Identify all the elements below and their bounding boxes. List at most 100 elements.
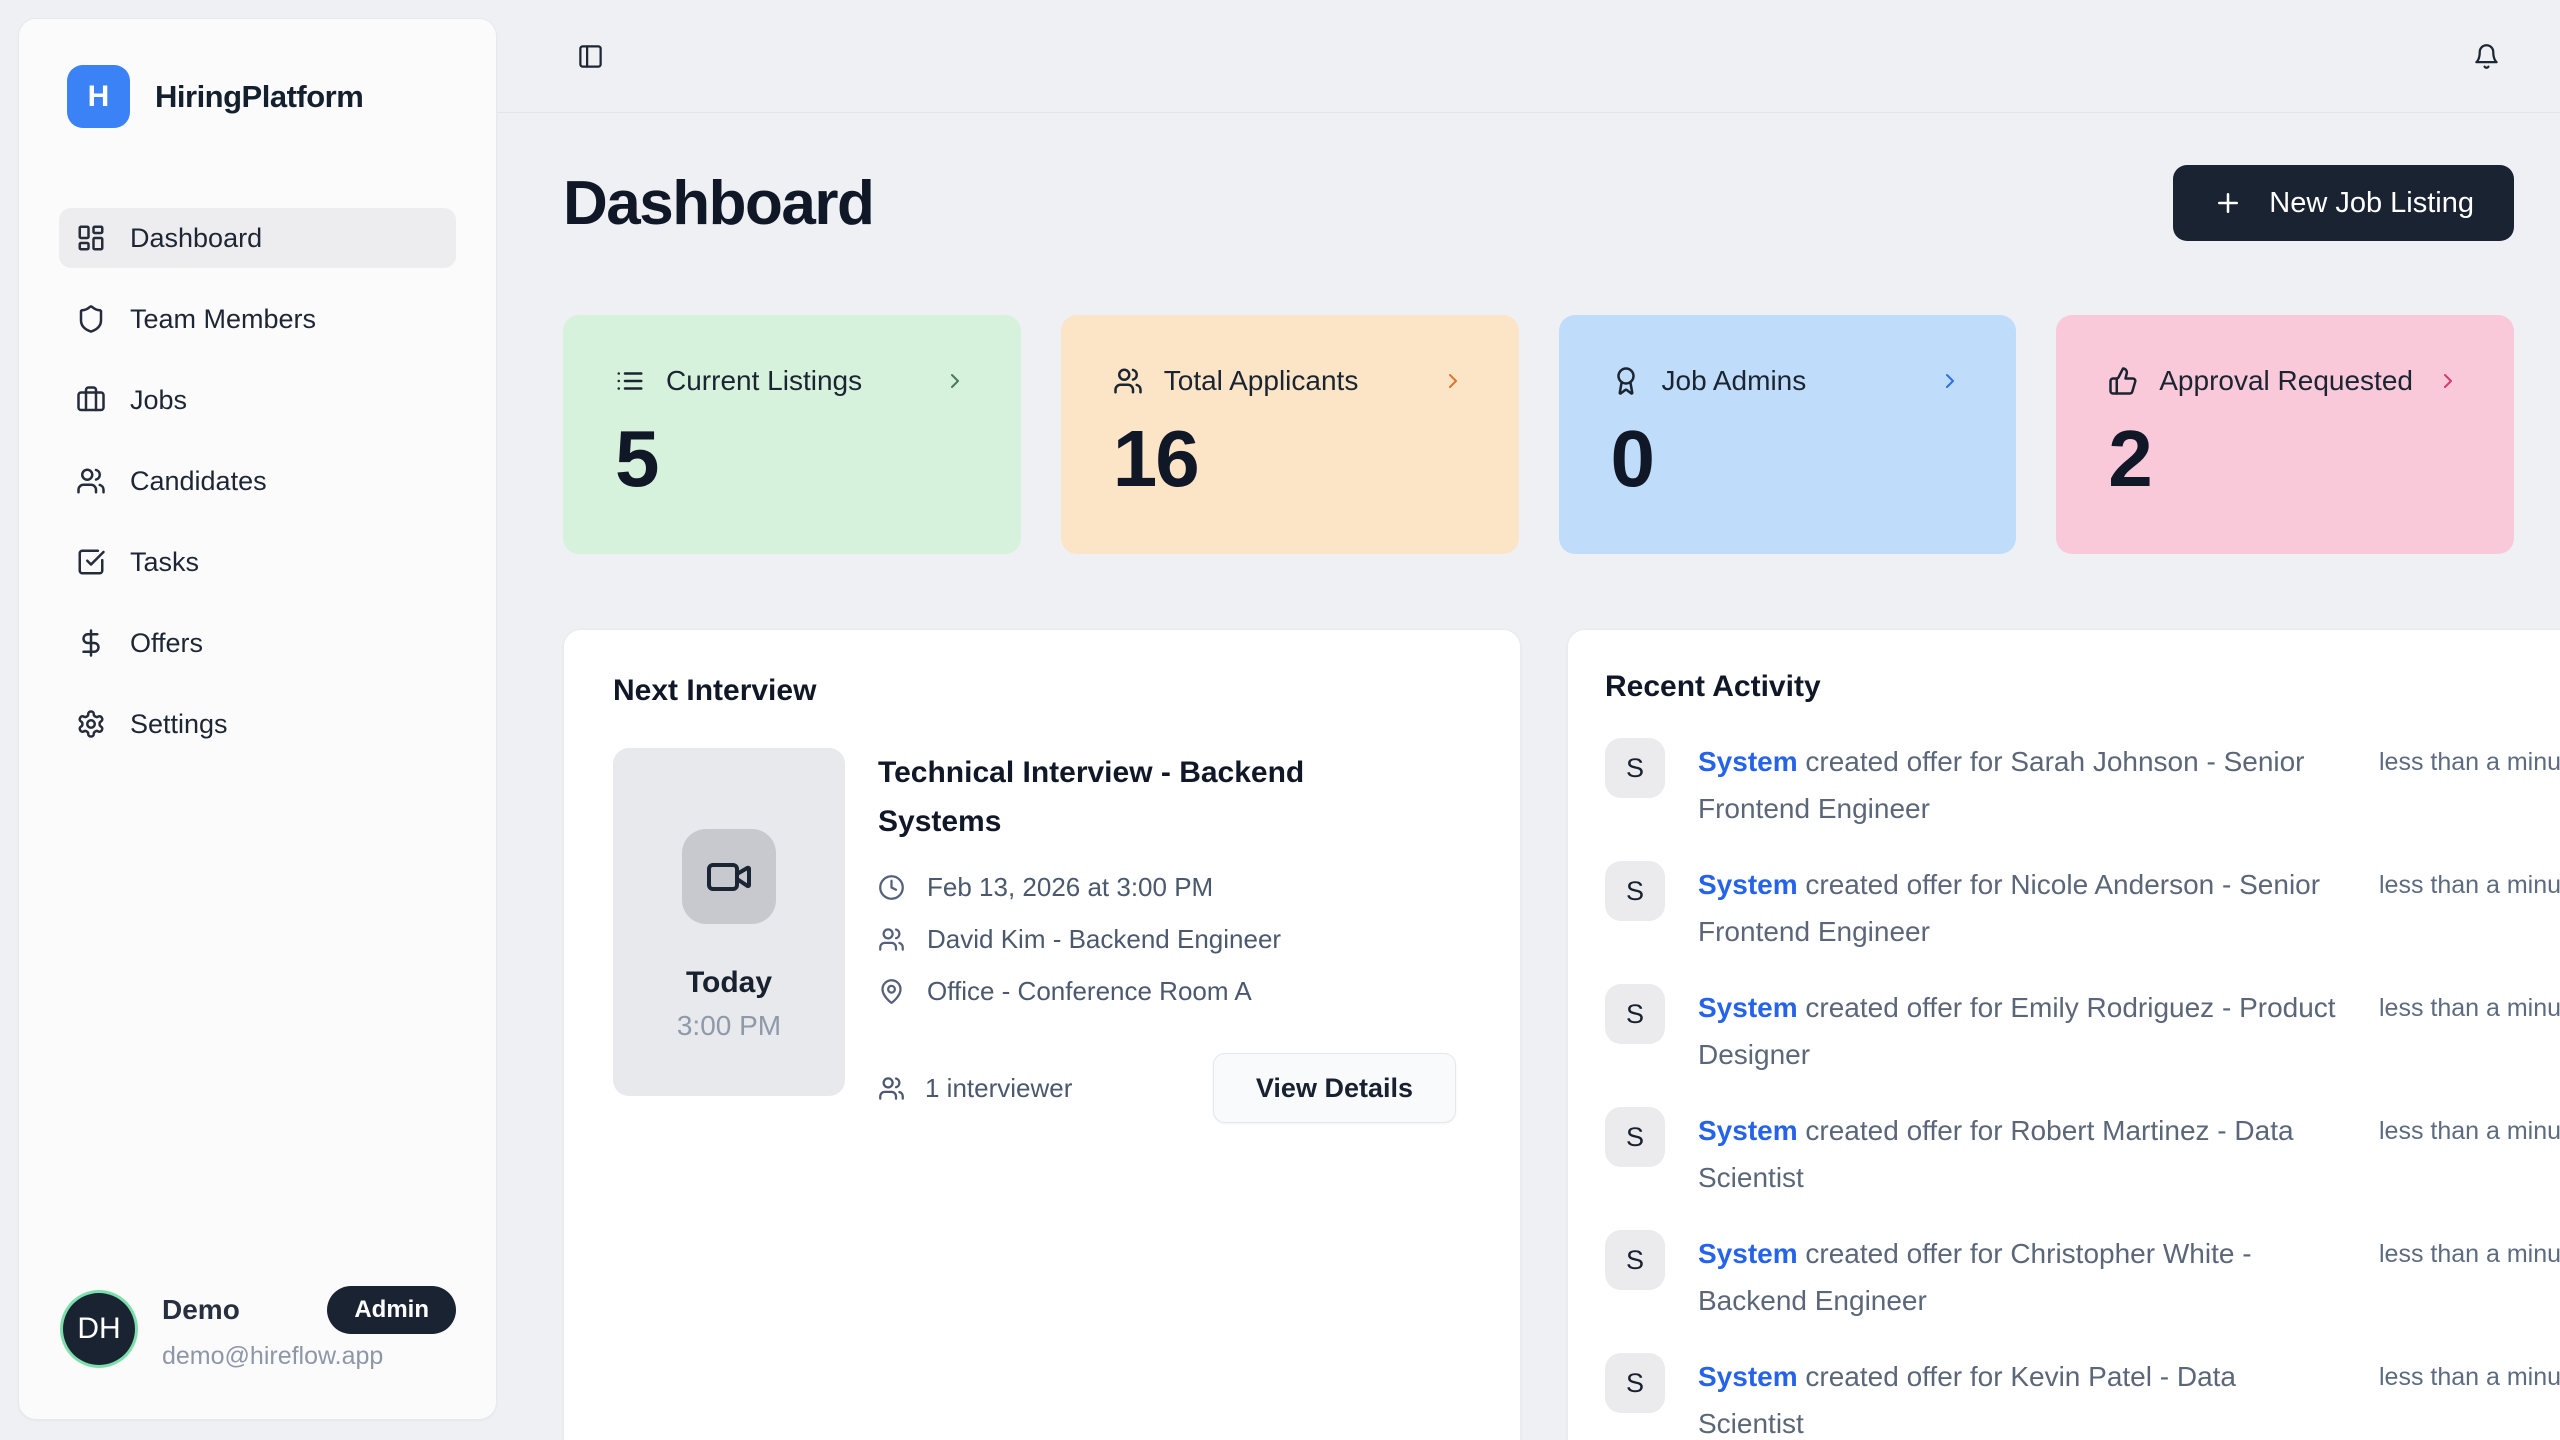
content: Dashboard New Job Listing Current Listin… (497, 165, 2560, 1440)
activity-item: S System created offer for Sarah Johnson… (1605, 738, 2560, 832)
avatar-initials: DH (77, 1311, 121, 1345)
sidebar-item-label: Candidates (130, 465, 267, 496)
dollar-icon (76, 628, 106, 658)
gear-icon (76, 709, 106, 739)
briefcase-icon (76, 385, 106, 415)
sidebar-item-label: Dashboard (130, 222, 263, 253)
users-icon (878, 926, 905, 953)
activity-avatar: S (1605, 984, 1665, 1044)
shield-icon (76, 304, 106, 334)
interview-item: Today 3:00 PM Technical Interview - Back… (613, 748, 1456, 1123)
panel-left-icon[interactable] (577, 43, 604, 70)
video-icon (705, 853, 753, 901)
interview-datetime-row: Feb 13, 2026 at 3:00 PM (878, 872, 1456, 903)
activity-actor[interactable]: System (1698, 1115, 1798, 1146)
clock-icon (878, 874, 905, 901)
activity-list: S System created offer for Sarah Johnson… (1605, 738, 2560, 1440)
activity-avatar: S (1605, 1353, 1665, 1413)
sidebar-item-label: Settings (130, 708, 228, 739)
interview-thumbnail: Today 3:00 PM (613, 748, 845, 1096)
sidebar-item-label: Jobs (130, 384, 188, 415)
sidebar-item-offers[interactable]: Offers (59, 613, 456, 673)
recent-activity-title: Recent Activity (1605, 670, 1821, 703)
sidebar-item-team-members[interactable]: Team Members (59, 289, 456, 349)
main-area: Dashboard New Job Listing Current Listin… (497, 0, 2560, 1440)
stat-card-approval-requested[interactable]: Approval Requested 2 (2056, 315, 2514, 554)
user-meta: Demo Admin demo@hireflow.app (162, 1286, 456, 1371)
stat-label: Current Listings (666, 365, 863, 396)
activity-actor[interactable]: System (1698, 992, 1798, 1023)
activity-text: created offer for Sarah Johnson - Senior… (1698, 746, 2305, 824)
sidebar-item-tasks[interactable]: Tasks (59, 532, 456, 592)
next-interview-panel: Next Interview Today 3:00 PM Technical I… (563, 629, 1521, 1440)
chevron-right-icon (1441, 369, 1465, 393)
stat-value: 16 (1112, 414, 1200, 503)
activity-item: S System created offer for Christopher W… (1605, 1230, 2560, 1324)
dashboard-icon (76, 223, 106, 253)
interview-time: 3:00 PM (676, 1010, 782, 1041)
activity-avatar: S (1605, 1230, 1665, 1290)
stat-card-job-admins[interactable]: Job Admins 0 (1558, 315, 2017, 554)
view-details-button[interactable]: View Details (1212, 1053, 1456, 1123)
users-icon (1113, 366, 1143, 396)
activity-item: S System created offer for Robert Martin… (1605, 1107, 2560, 1201)
user-name: Demo (162, 1294, 240, 1325)
sidebar-item-label: Tasks (130, 546, 200, 577)
square-check-icon (76, 547, 106, 577)
activity-timestamp: less than a minute ago (2379, 748, 2560, 776)
activity-actor[interactable]: System (1698, 746, 1798, 777)
activity-timestamp: less than a minute ago (2379, 994, 2560, 1022)
activity-actor[interactable]: System (1698, 1238, 1798, 1269)
users-icon (76, 466, 106, 496)
sidebar-item-jobs[interactable]: Jobs (59, 370, 456, 430)
thumbs-up-icon (2108, 366, 2138, 396)
new-job-listing-label: New Job Listing (2269, 186, 2474, 219)
interview-location: Office - Conference Room A (927, 976, 1252, 1006)
map-pin-icon (878, 978, 905, 1005)
next-interview-title: Next Interview (613, 674, 817, 707)
interviewer-count: 1 interviewer (878, 1073, 1072, 1104)
sidebar: H HiringPlatform Dashboard Team Members … (18, 18, 497, 1420)
app-logo: H (67, 65, 130, 128)
activity-actor[interactable]: System (1698, 1361, 1798, 1392)
users-icon (878, 1075, 905, 1102)
stat-card-current-listings[interactable]: Current Listings 5 (563, 315, 1021, 554)
new-job-listing-button[interactable]: New Job Listing (2173, 165, 2514, 241)
sidebar-item-settings[interactable]: Settings (59, 694, 456, 754)
chevron-right-icon (943, 369, 967, 393)
sidebar-user[interactable]: DH Demo Admin demo@hireflow.app (19, 1286, 496, 1419)
interview-day: Today (685, 966, 773, 999)
sidebar-item-candidates[interactable]: Candidates (59, 451, 456, 511)
page-header: Dashboard New Job Listing (563, 165, 2514, 241)
interview-title: Technical Interview - Backend Systems (878, 756, 1305, 838)
activity-item: S System created offer for Kevin Patel -… (1605, 1353, 2560, 1440)
stat-value: 5 (615, 414, 659, 503)
activity-item: S System created offer for Nicole Anders… (1605, 861, 2560, 955)
role-badge: Admin (327, 1286, 456, 1334)
stat-card-total-applicants[interactable]: Total Applicants 16 (1060, 315, 1519, 554)
interview-candidate-row: David Kim - Backend Engineer (878, 924, 1456, 955)
app-name: HiringPlatform (155, 78, 364, 114)
bottom-grid: Next Interview Today 3:00 PM Technical I… (563, 629, 2560, 1440)
recent-activity-panel: Recent Activity S System created offer f… (1567, 629, 2560, 1440)
activity-text: created offer for Nicole Anderson - Seni… (1698, 869, 2321, 947)
activity-actor[interactable]: System (1698, 869, 1798, 900)
activity-timestamp: less than a minute ago (2379, 1240, 2560, 1268)
sidebar-item-dashboard[interactable]: Dashboard (59, 208, 456, 268)
activity-avatar: S (1605, 738, 1665, 798)
activity-timestamp: less than a minute ago (2379, 871, 2560, 899)
avatar: DH (63, 1292, 135, 1365)
stat-value: 0 (1610, 414, 1655, 503)
user-email: demo@hireflow.app (162, 1342, 384, 1370)
interview-info: Technical Interview - Backend Systems Fe… (878, 748, 1456, 1123)
stat-cards: Current Listings 5 Total Applicants 16 J… (563, 315, 2514, 554)
chevron-right-icon (2436, 369, 2460, 393)
sidebar-header: H HiringPlatform (19, 19, 496, 128)
activity-text: created offer for Christopher White - Ba… (1698, 1238, 2252, 1316)
app-logo-letter: H (87, 79, 110, 113)
activity-avatar: S (1605, 1107, 1665, 1167)
activity-timestamp: less than a minute ago (2379, 1363, 2560, 1391)
plus-icon (2213, 188, 2243, 218)
bell-icon[interactable] (2473, 43, 2500, 70)
activity-text: created offer for Robert Martinez - Data… (1698, 1115, 2294, 1193)
